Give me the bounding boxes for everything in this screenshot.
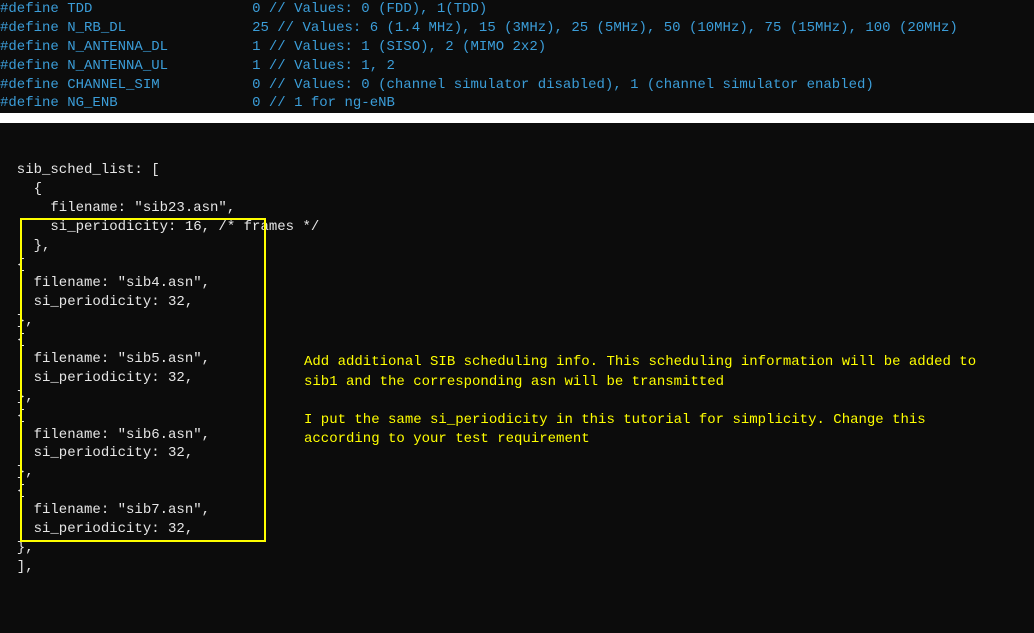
code-block: sib_sched_list: [ { filename: "sib23.asn… bbox=[0, 123, 1034, 633]
define-line: #define NG_ENB 0 // 1 for ng-eNB bbox=[0, 94, 1034, 113]
defines-block: #define TDD 0 // Values: 0 (FDD), 1(TDD)… bbox=[0, 0, 1034, 113]
code-line: }, bbox=[0, 237, 1034, 256]
code-line: sib_sched_list: [ bbox=[0, 161, 1034, 180]
code-line: }, bbox=[0, 539, 1034, 558]
code-line: filename: "sib23.asn", bbox=[0, 199, 1034, 218]
code-line: ], bbox=[0, 558, 1034, 577]
code-line: filename: "sib4.asn", bbox=[0, 274, 1034, 293]
define-line: #define N_RB_DL 25 // Values: 6 (1.4 MHz… bbox=[0, 19, 1034, 38]
code-line: { bbox=[0, 256, 1034, 275]
define-line: #define N_ANTENNA_UL 1 // Values: 1, 2 bbox=[0, 57, 1034, 76]
define-line: #define N_ANTENNA_DL 1 // Values: 1 (SIS… bbox=[0, 38, 1034, 57]
code-line: }, bbox=[0, 312, 1034, 331]
annotation-p1: Add additional SIB scheduling info. This… bbox=[304, 353, 1004, 392]
code-line: { bbox=[0, 331, 1034, 350]
divider bbox=[0, 113, 1034, 123]
annotation-text: Add additional SIB scheduling info. This… bbox=[304, 353, 1004, 467]
annotation-p2: I put the same si_periodicity in this tu… bbox=[304, 411, 1004, 450]
code-line: si_periodicity: 32, bbox=[0, 293, 1034, 312]
code-line: si_periodicity: 32, bbox=[0, 520, 1034, 539]
define-line: #define CHANNEL_SIM 0 // Values: 0 (chan… bbox=[0, 76, 1034, 95]
code-line: { bbox=[0, 180, 1034, 199]
define-line: #define TDD 0 // Values: 0 (FDD), 1(TDD) bbox=[0, 0, 1034, 19]
code-line: filename: "sib7.asn", bbox=[0, 501, 1034, 520]
code-line: si_periodicity: 16, /* frames */ bbox=[0, 218, 1034, 237]
code-line: { bbox=[0, 482, 1034, 501]
